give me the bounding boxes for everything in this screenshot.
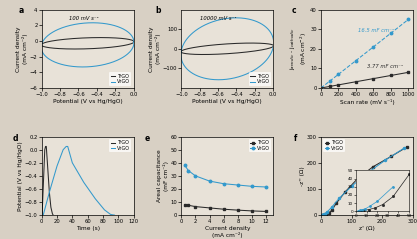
Text: a: a xyxy=(19,6,24,16)
Legend: TrGO, VrGO: TrGO, VrGO xyxy=(324,139,345,152)
Text: b: b xyxy=(156,6,161,16)
Text: 16.5 mF cm⁻²: 16.5 mF cm⁻² xyxy=(358,27,394,33)
Text: f: f xyxy=(294,134,297,142)
Y-axis label: Current density
(mA cm⁻²): Current density (mA cm⁻²) xyxy=(149,26,161,71)
X-axis label: z' (Ω): z' (Ω) xyxy=(359,226,375,231)
X-axis label: Time (s): Time (s) xyxy=(75,226,100,231)
X-axis label: Potential (V vs Hg/HgO): Potential (V vs Hg/HgO) xyxy=(53,98,123,103)
Y-axis label: Current density
(mA cm⁻²): Current density (mA cm⁻²) xyxy=(16,26,28,71)
X-axis label: Potential (V vs Hg/HgO): Potential (V vs Hg/HgO) xyxy=(192,98,262,103)
Y-axis label: j$_{anodic}$ - j$_{cathodic}$
(mA cm$^{-2}$): j$_{anodic}$ - j$_{cathodic}$ (mA cm$^{-… xyxy=(288,27,309,70)
Text: c: c xyxy=(291,6,296,16)
Y-axis label: Potential (V vs Hg/HgO): Potential (V vs Hg/HgO) xyxy=(18,141,23,211)
X-axis label: Scan rate (mV s⁻¹): Scan rate (mV s⁻¹) xyxy=(339,98,394,105)
Legend: TrGO, VrGO: TrGO, VrGO xyxy=(109,139,131,152)
Legend: TrGO, VrGO: TrGO, VrGO xyxy=(249,139,271,152)
X-axis label: Current density
(mA cm⁻²): Current density (mA cm⁻²) xyxy=(204,226,250,238)
Text: 10000 mV s⁻¹: 10000 mV s⁻¹ xyxy=(200,16,236,21)
Text: e: e xyxy=(145,134,150,142)
Text: 100 mV s⁻¹: 100 mV s⁻¹ xyxy=(69,16,99,21)
Y-axis label: Areal capacitance
(mF cm⁻²): Areal capacitance (mF cm⁻²) xyxy=(157,150,169,202)
Y-axis label: -z'' (Ω): -z'' (Ω) xyxy=(300,166,305,186)
Legend: TrGO, VrGO: TrGO, VrGO xyxy=(109,72,131,86)
Legend: TrGO, VrGO: TrGO, VrGO xyxy=(249,72,271,86)
Text: 3.77 mF cm⁻²: 3.77 mF cm⁻² xyxy=(367,64,403,69)
Text: d: d xyxy=(13,134,18,142)
